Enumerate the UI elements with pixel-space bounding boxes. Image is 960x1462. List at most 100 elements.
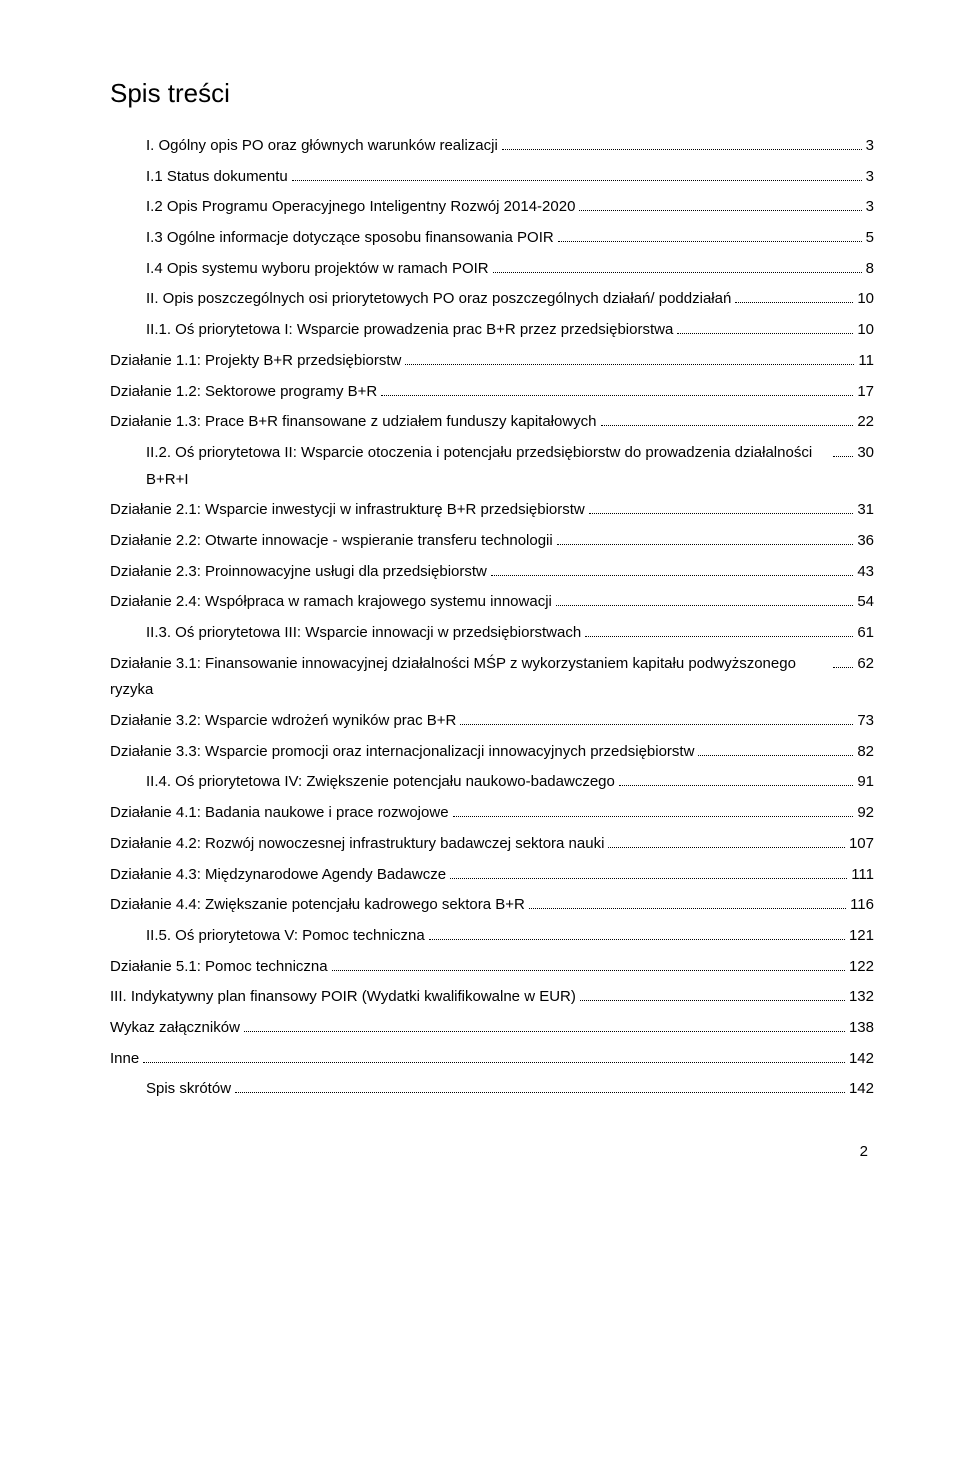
toc-leader	[589, 501, 854, 514]
toc-entry[interactable]: Działanie 1.2: Sektorowe programy B+R 17	[110, 379, 874, 406]
toc-entry-label: II. Opis poszczególnych osi priorytetowy…	[146, 286, 731, 313]
toc-entry-page: 138	[849, 1015, 874, 1042]
toc-entry-page: 142	[849, 1076, 874, 1103]
toc-entry-label: Działanie 1.1: Projekty B+R przedsiębior…	[110, 348, 401, 375]
toc-leader	[450, 866, 847, 879]
toc-entry-label: Działanie 2.4: Współpraca w ramach krajo…	[110, 589, 552, 616]
toc-entry[interactable]: Inne142	[110, 1046, 874, 1073]
toc-leader	[608, 835, 845, 848]
toc-entry[interactable]: II. Opis poszczególnych osi priorytetowy…	[110, 286, 874, 313]
toc-entry-page: 3	[866, 164, 874, 191]
toc-entry-page: 107	[849, 831, 874, 858]
toc-entry[interactable]: Działanie 4.2: Rozwój nowoczesnej infras…	[110, 831, 874, 858]
toc-entry-label: I.4 Opis systemu wyboru projektów w rama…	[146, 256, 489, 283]
toc-leader	[244, 1019, 845, 1032]
toc-leader	[493, 260, 862, 273]
toc-entry[interactable]: Działanie 2.2: Otwarte innowacje - wspie…	[110, 528, 874, 555]
toc-entry[interactable]: II.4. Oś priorytetowa IV: Zwiększenie po…	[110, 769, 874, 796]
toc-leader	[332, 958, 845, 971]
toc-leader	[619, 773, 853, 786]
toc-leader	[529, 896, 846, 909]
page-number: 2	[110, 1143, 874, 1160]
toc-entry[interactable]: Działanie 4.3: Międzynarodowe Agendy Bad…	[110, 862, 874, 889]
toc-entry[interactable]: Działanie 2.3: Proinnowacyjne usługi dla…	[110, 559, 874, 586]
toc-entry[interactable]: Spis skrótów 142	[110, 1076, 874, 1103]
toc-entry-page: 62	[857, 651, 874, 678]
toc-leader	[453, 804, 854, 817]
toc-leader	[405, 352, 854, 365]
toc-title: Spis treści	[110, 78, 874, 109]
toc-entry-label: Działanie 4.3: Międzynarodowe Agendy Bad…	[110, 862, 446, 889]
toc-entry[interactable]: II.1. Oś priorytetowa I: Wsparcie prowad…	[110, 317, 874, 344]
toc-leader	[491, 563, 853, 576]
toc-entry[interactable]: Działanie 3.2: Wsparcie wdrożeń wyników …	[110, 708, 874, 735]
toc-entry[interactable]: III. Indykatywny plan finansowy POIR (Wy…	[110, 984, 874, 1011]
toc-entry-page: 111	[851, 862, 874, 889]
toc-entry-page: 43	[857, 559, 874, 586]
toc-leader	[735, 290, 853, 303]
toc-entry-page: 122	[849, 954, 874, 981]
toc-leader	[557, 532, 854, 545]
toc-entry-label: Działanie 2.1: Wsparcie inwestycji w inf…	[110, 497, 585, 524]
toc-entry[interactable]: II.2. Oś priorytetowa II: Wsparcie otocz…	[110, 440, 874, 493]
toc-leader	[833, 444, 853, 457]
toc-entry-label: Działanie 2.2: Otwarte innowacje - wspie…	[110, 528, 553, 555]
toc-entry[interactable]: I.2 Opis Programu Operacyjnego Inteligen…	[110, 194, 874, 221]
toc-entry[interactable]: Działanie 5.1: Pomoc techniczna122	[110, 954, 874, 981]
toc-entry[interactable]: I.3 Ogólne informacje dotyczące sposobu …	[110, 225, 874, 252]
toc-entry[interactable]: Działanie 1.3: Prace B+R finansowane z u…	[110, 409, 874, 436]
toc-entry[interactable]: I.4 Opis systemu wyboru projektów w rama…	[110, 256, 874, 283]
toc-entry-page: 116	[850, 892, 874, 919]
toc-entry-label: Działanie 3.1: Finansowanie innowacyjnej…	[110, 651, 829, 704]
toc-leader	[579, 198, 861, 211]
toc-leader	[601, 413, 854, 426]
toc-entry-page: 54	[857, 589, 874, 616]
toc-entry[interactable]: I.1 Status dokumentu 3	[110, 164, 874, 191]
toc-entry-page: 82	[857, 739, 874, 766]
toc-entry-page: 31	[857, 497, 874, 524]
toc-entry[interactable]: Działanie 3.1: Finansowanie innowacyjnej…	[110, 651, 874, 704]
toc-entry-page: 3	[866, 194, 874, 221]
toc-entry-label: II.2. Oś priorytetowa II: Wsparcie otocz…	[146, 440, 829, 493]
toc-entry[interactable]: Działanie 2.4: Współpraca w ramach krajo…	[110, 589, 874, 616]
toc-entry-page: 17	[857, 379, 874, 406]
toc-leader	[585, 624, 853, 637]
toc-entry-label: Działanie 3.3: Wsparcie promocji oraz in…	[110, 739, 694, 766]
document-page: Spis treści I. Ogólny opis PO oraz główn…	[0, 0, 960, 1200]
toc-entry-page: 10	[857, 286, 874, 313]
toc-entry[interactable]: Działanie 1.1: Projekty B+R przedsiębior…	[110, 348, 874, 375]
toc-leader	[677, 321, 853, 334]
toc-entry-label: Działanie 4.1: Badania naukowe i prace r…	[110, 800, 449, 827]
toc-entry[interactable]: Wykaz załączników138	[110, 1015, 874, 1042]
toc-entry-page: 61	[857, 620, 874, 647]
toc-entry-page: 121	[849, 923, 874, 950]
toc-entry-label: II.1. Oś priorytetowa I: Wsparcie prowad…	[146, 317, 673, 344]
toc-entry[interactable]: Działanie 4.4: Zwiększanie potencjału ka…	[110, 892, 874, 919]
toc-entry-label: Działanie 1.2: Sektorowe programy B+R	[110, 379, 377, 406]
toc-entry[interactable]: Działanie 4.1: Badania naukowe i prace r…	[110, 800, 874, 827]
toc-entry-label: Działanie 1.3: Prace B+R finansowane z u…	[110, 409, 597, 436]
toc-leader	[143, 1050, 845, 1063]
toc-entry-label: Działanie 2.3: Proinnowacyjne usługi dla…	[110, 559, 487, 586]
toc-leader	[833, 655, 853, 668]
toc-entry-page: 132	[849, 984, 874, 1011]
toc-leader	[460, 712, 853, 725]
toc-entry-label: Działanie 3.2: Wsparcie wdrożeń wyników …	[110, 708, 456, 735]
toc-entry[interactable]: II.3. Oś priorytetowa III: Wsparcie inno…	[110, 620, 874, 647]
toc-entry[interactable]: Działanie 3.3: Wsparcie promocji oraz in…	[110, 739, 874, 766]
toc-entry-label: Inne	[110, 1046, 139, 1073]
toc-entry-label: III. Indykatywny plan finansowy POIR (Wy…	[110, 984, 576, 1011]
toc-leader	[698, 743, 853, 756]
toc-entry-page: 91	[857, 769, 874, 796]
toc-entry[interactable]: II.5. Oś priorytetowa V: Pomoc techniczn…	[110, 923, 874, 950]
toc-entry-label: Spis skrótów	[146, 1076, 231, 1103]
toc-leader	[381, 383, 853, 396]
toc-entry-page: 11	[858, 348, 874, 375]
toc-entry[interactable]: I. Ogólny opis PO oraz głównych warunków…	[110, 133, 874, 160]
toc-entry[interactable]: Działanie 2.1: Wsparcie inwestycji w inf…	[110, 497, 874, 524]
toc-entry-label: I.3 Ogólne informacje dotyczące sposobu …	[146, 225, 554, 252]
toc-entry-page: 36	[857, 528, 874, 555]
toc-leader	[558, 229, 862, 242]
toc-entry-label: II.3. Oś priorytetowa III: Wsparcie inno…	[146, 620, 581, 647]
toc-leader	[235, 1080, 845, 1093]
